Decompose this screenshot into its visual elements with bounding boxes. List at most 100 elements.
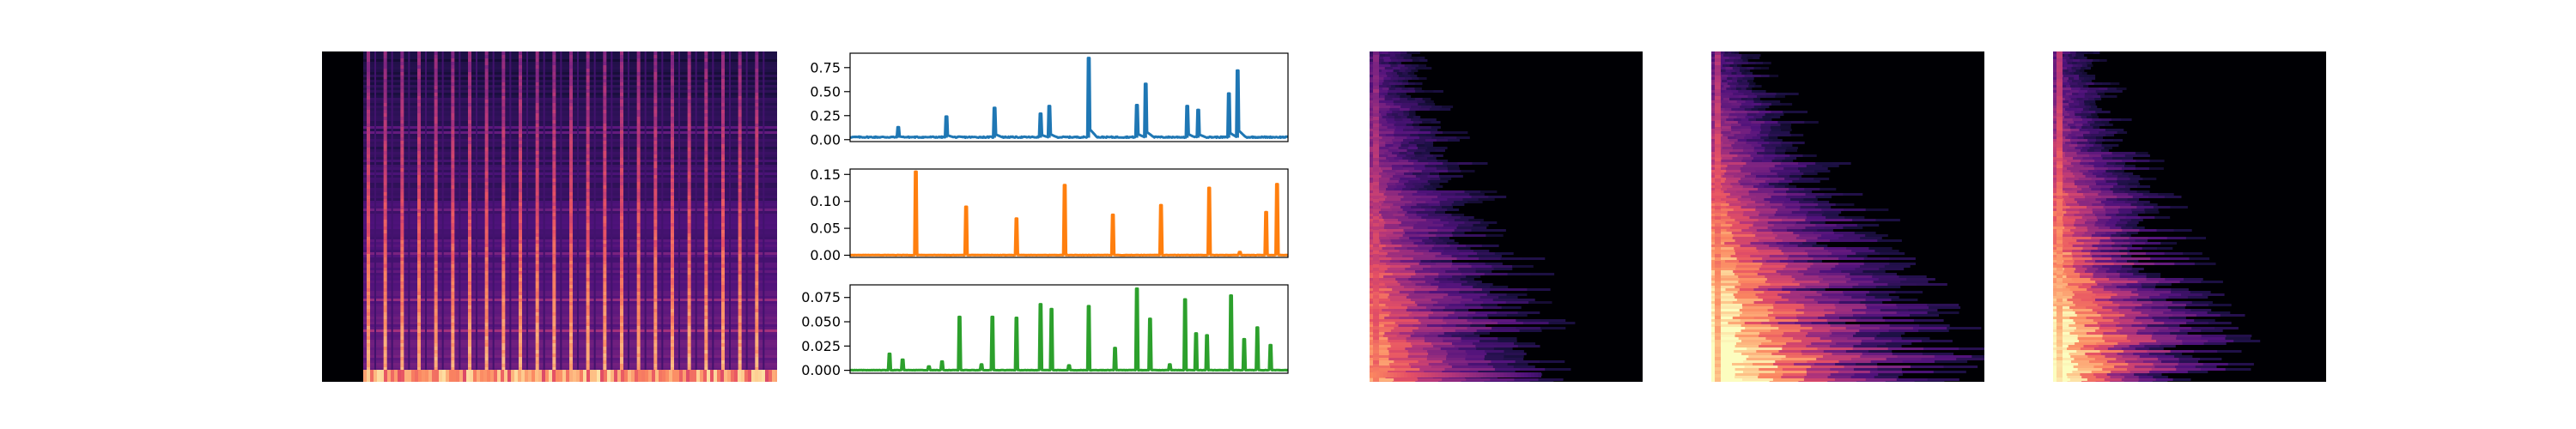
- spec-stripe: [400, 137, 404, 141]
- spec-stripe: [636, 134, 641, 137]
- spec-stripe: [755, 79, 759, 82]
- spec-stripe: [417, 295, 421, 299]
- spec-cell: [1424, 90, 1435, 93]
- spec-stripe: [755, 151, 759, 154]
- spec-stripe: [738, 161, 742, 165]
- spec-cell: [1421, 286, 1440, 288]
- spec-stripe: [721, 357, 725, 360]
- spec-cell: [1407, 88, 1416, 90]
- spec-cell: [1724, 242, 1739, 245]
- spec-stripe: [620, 151, 623, 154]
- spec-edge: [1373, 326, 1379, 329]
- spec-stripe: [535, 323, 539, 326]
- spec-stripe: [687, 261, 691, 264]
- spec-stripe: [620, 93, 623, 96]
- spec-stripe: [501, 72, 506, 76]
- spec-cell: [1735, 98, 1742, 100]
- spec-cell: [1738, 180, 1753, 183]
- spec-stripe: [451, 202, 455, 206]
- spec-stripe: [367, 288, 370, 292]
- spec-stripe: [519, 278, 522, 281]
- spec-cell: [1440, 347, 1460, 350]
- spec-stripe: [755, 178, 759, 182]
- spec-cell: [1431, 342, 1453, 345]
- spec-stripe: [653, 141, 658, 144]
- spec-cell: [1443, 162, 1459, 165]
- spec-cell: [1886, 342, 1912, 345]
- spec-edge: [1373, 264, 1379, 268]
- spec-cell: [1741, 324, 1772, 327]
- spec-stripe: [417, 319, 421, 323]
- spec-stripe: [451, 196, 455, 199]
- spec-stripe: [603, 62, 607, 65]
- spec-cell: [1770, 201, 1786, 203]
- spec-stripe: [484, 264, 489, 268]
- spec-cell: [1775, 152, 1785, 154]
- spec-stripe: [400, 240, 404, 244]
- spec-cell: [1764, 185, 1776, 188]
- spec-cell: [1385, 190, 1402, 193]
- spec-cell: [1956, 358, 1984, 360]
- spec-stripe: [519, 189, 522, 192]
- spec-cell: [1735, 332, 1760, 335]
- spec-cell: [1409, 108, 1421, 111]
- spec-stripe: [636, 295, 641, 299]
- spec-stripe: [468, 326, 471, 329]
- spec-stripe: [569, 264, 573, 268]
- spec-cell: [1781, 296, 1806, 299]
- spec-stripe: [603, 240, 607, 244]
- spec-cell: [1810, 288, 1826, 291]
- spec-stripe: [738, 141, 742, 144]
- spec-stripe: [671, 316, 674, 319]
- spec-cell: [1832, 162, 1851, 165]
- spec-cell: [1382, 131, 1395, 134]
- spec-stripe: [755, 220, 759, 223]
- spec-edge: [1715, 371, 1721, 374]
- spec-edge: [1373, 58, 1379, 62]
- spec-stripe: [484, 257, 489, 261]
- spec-stripe: [535, 144, 539, 148]
- spec-stripe-faint: [661, 51, 664, 382]
- spec-edge: [1373, 79, 1379, 82]
- spec-cell: [1760, 136, 1770, 139]
- spec-stripe: [383, 223, 387, 227]
- spec-cell: [1461, 170, 1475, 172]
- spec-stripe: [501, 196, 506, 199]
- spec-edge: [1715, 117, 1721, 120]
- spec-cell: [1456, 257, 1479, 260]
- spec-cell: [1404, 172, 1413, 175]
- spec-stripe: [687, 106, 691, 110]
- spec-cell: [1818, 317, 1840, 319]
- spec-stripe: [704, 113, 708, 117]
- spec-bottom: [1404, 372, 1407, 378]
- spec-stripe: [738, 120, 742, 124]
- spec-stripe: [417, 158, 421, 161]
- spec-stripe: [687, 72, 691, 76]
- spec-stripe: [417, 79, 421, 82]
- spec-cell: [1751, 121, 1765, 124]
- spec-stripe: [569, 148, 573, 151]
- spec-stripe: [484, 130, 489, 134]
- spec-cell: [1418, 245, 1435, 247]
- spec-cell: [1379, 180, 1390, 183]
- spec-bottom: [604, 370, 607, 382]
- spec-cell: [1756, 196, 1772, 198]
- spec-stripe: [417, 364, 421, 367]
- spec-stripe-faint: [745, 51, 748, 382]
- spec-bottom: [600, 370, 604, 382]
- spec-stripe: [451, 227, 455, 230]
- spec-cell: [1528, 301, 1552, 304]
- spec-cell: [1380, 106, 1391, 108]
- spec-stripe: [400, 100, 404, 103]
- spec-stripe: [569, 172, 573, 175]
- spec-stripe: [569, 336, 573, 340]
- spec-cell: [1823, 350, 1847, 353]
- spec-stripe: [468, 137, 471, 141]
- spec-stripe: [653, 69, 658, 72]
- spec-stripe: [721, 353, 725, 357]
- spec-cell: [1764, 139, 1774, 142]
- spec-cell: [1429, 250, 1445, 252]
- spec-stripe: [620, 89, 623, 93]
- spec-cell: [1413, 183, 1423, 185]
- spec-stripe: [383, 120, 387, 124]
